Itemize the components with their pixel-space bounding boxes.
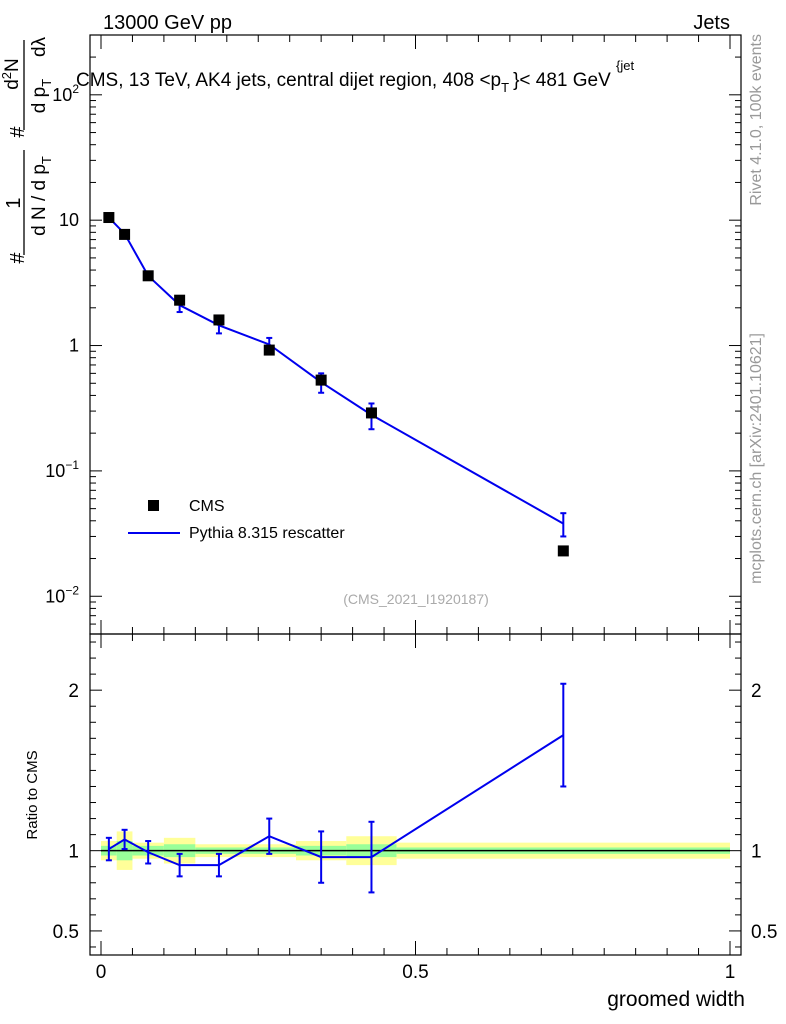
main-ytick-label: 10−1 bbox=[45, 458, 79, 481]
main-ytick-label: 10 bbox=[59, 210, 79, 230]
ylabel-dpt-main: d p bbox=[29, 87, 50, 113]
cms-data-point bbox=[174, 294, 186, 306]
cms-data-point bbox=[263, 344, 275, 356]
main-data-series bbox=[103, 212, 569, 557]
cms-data-point bbox=[365, 407, 377, 419]
ylabel-d2n-d: d bbox=[2, 79, 23, 90]
analysis-watermark: (CMS_2021_I1920187) bbox=[343, 591, 489, 607]
main-ytick-label: 1 bbox=[69, 336, 79, 356]
ylabel-dpt-sub: T bbox=[39, 79, 54, 87]
ylabel-dn-main: d N / d p bbox=[29, 164, 50, 236]
ratio-axes: 0.5 0.5 1 1 2 2 0 0.5 1 bbox=[53, 633, 777, 983]
title-part-a: CMS, 13 TeV, AK4 jets, central dijet reg… bbox=[76, 70, 501, 91]
cms-data-point bbox=[142, 270, 154, 282]
cms-data-point bbox=[119, 228, 131, 240]
main-ytick-exponent: −1 bbox=[65, 458, 79, 472]
main-frame bbox=[89, 34, 742, 635]
cms-data-point bbox=[213, 314, 225, 326]
ylabel-one: 1 bbox=[3, 197, 25, 208]
x-axis-label: groomed width bbox=[607, 988, 745, 1011]
ylabel-dl: dλ bbox=[29, 36, 50, 57]
ylabel-d2n-sup: 2 bbox=[0, 72, 14, 79]
main-mc-series bbox=[105, 214, 567, 538]
ylabel-d2n-n: N bbox=[2, 58, 23, 72]
ratio-ytick-label-right: 2 bbox=[751, 681, 762, 702]
cms-data-point bbox=[103, 212, 115, 224]
cms-data-point bbox=[315, 374, 327, 386]
ylabel-dn: d N / d pT bbox=[29, 156, 54, 236]
ylabel-d2n: d2N bbox=[0, 58, 23, 90]
main-ytick-exponent: −2 bbox=[65, 583, 79, 597]
main-ytick-exponent: 2 bbox=[72, 82, 79, 96]
ratio-mc-series bbox=[105, 682, 567, 894]
xtick-label: 0.5 bbox=[402, 962, 428, 983]
ratio-ytick-label-right: 1 bbox=[751, 842, 762, 863]
ylabel-dpt: d pT bbox=[29, 79, 54, 113]
ratio-ylabel: Ratio to CMS bbox=[24, 750, 41, 839]
ylabel-hash2: # bbox=[7, 126, 29, 138]
ratio-ytick-label-right: 0.5 bbox=[751, 922, 777, 943]
mc-line bbox=[108, 216, 564, 525]
ylabel-hash1: # bbox=[7, 252, 29, 264]
xtick-label: 1 bbox=[725, 962, 736, 983]
ratio-ytick-label-left: 2 bbox=[68, 681, 79, 702]
title-part-b: }< 481 GeV bbox=[513, 70, 611, 91]
ylabel-dn-sub: T bbox=[39, 156, 54, 164]
ratio-ytick-label-left: 0.5 bbox=[53, 922, 79, 943]
legend-label-cms: CMS bbox=[189, 498, 225, 515]
header-left: 13000 GeV pp bbox=[103, 12, 232, 34]
title-sup: {jet bbox=[616, 58, 634, 73]
legend: CMS Pythia 8.315 rescatter bbox=[128, 498, 345, 542]
ratio-panel: 0.5 0.5 1 1 2 2 0 0.5 1 Ratio to CMS groomed wid… bbox=[24, 633, 777, 1011]
legend-marker-cms bbox=[148, 500, 159, 511]
ratio-frame bbox=[89, 633, 742, 956]
chart-title: CMS, 13 TeV, AK4 jets, central dijet reg… bbox=[76, 70, 611, 95]
xtick-label: 0 bbox=[96, 962, 107, 983]
title-sub: T bbox=[501, 80, 509, 95]
main-ytick-label: 10−2 bbox=[45, 583, 79, 606]
legend-label-pythia: Pythia 8.315 rescatter bbox=[189, 525, 345, 542]
header-right: Jets bbox=[693, 12, 730, 34]
side-label-top: Rivet 4.1.0, 100k events bbox=[748, 34, 765, 206]
main-ylabel: # 1 d N / d pT # d2N d pT dλ bbox=[0, 36, 54, 263]
side-label-bottom: mcplots.cern.ch [arXiv:2401.10621] bbox=[748, 333, 765, 584]
cms-data-point bbox=[557, 545, 569, 557]
ratio-ytick-label-left: 1 bbox=[68, 842, 79, 863]
